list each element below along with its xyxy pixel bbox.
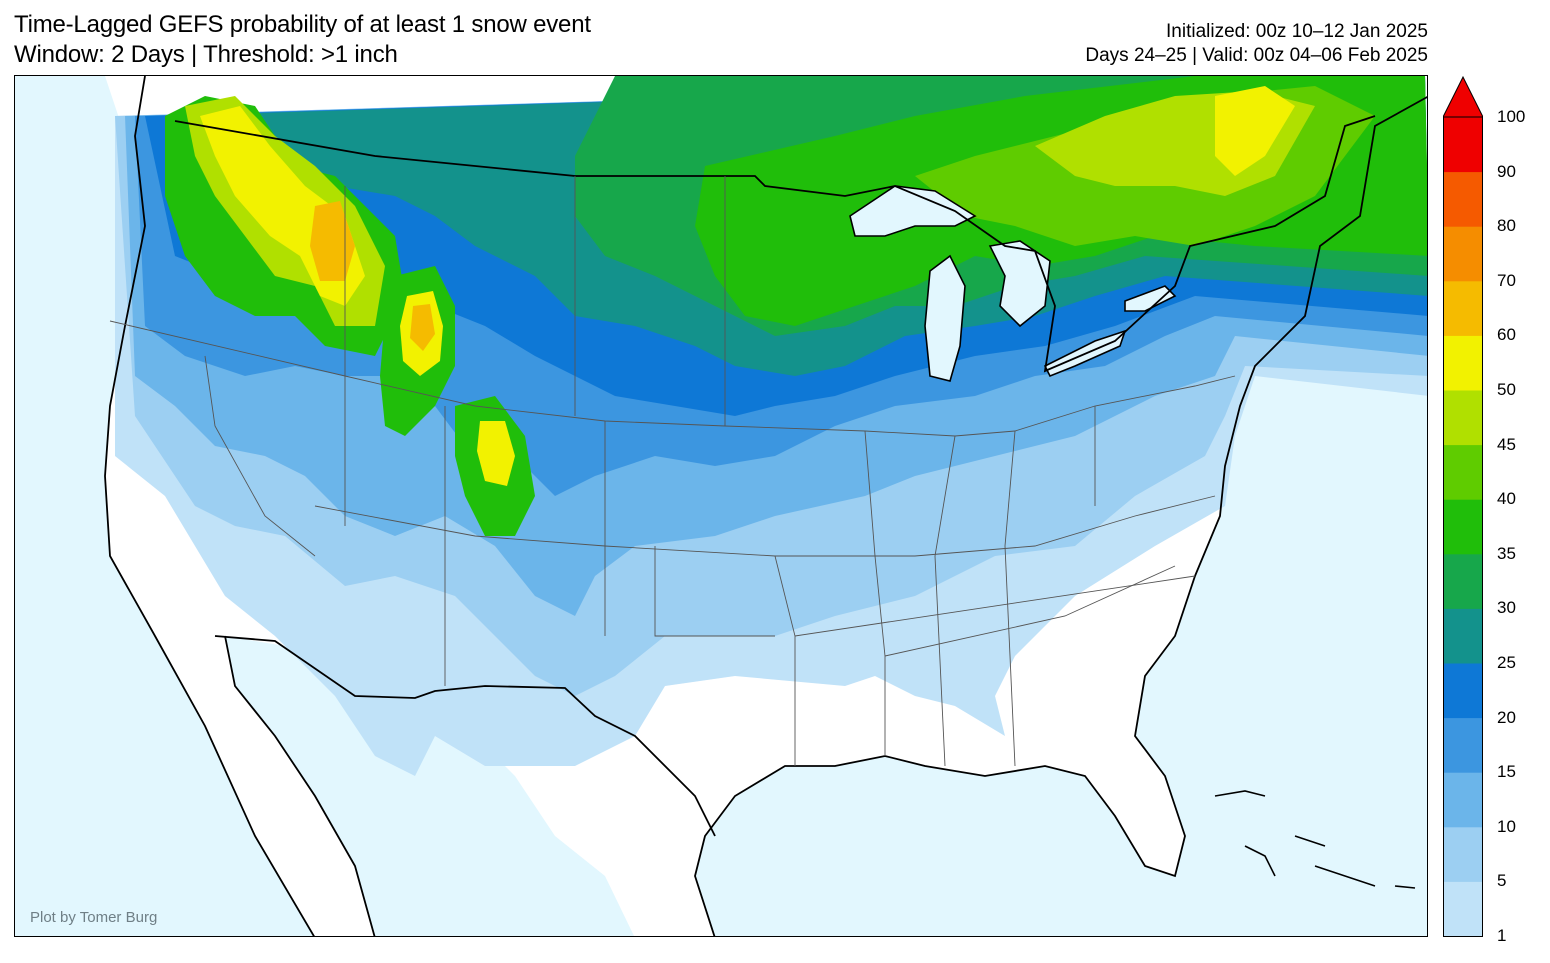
colorbar-tick-label: 90 xyxy=(1497,161,1516,181)
colorbar-swatch xyxy=(1443,171,1483,227)
colorbar-tick-label: 80 xyxy=(1497,216,1516,236)
prob-contour-50 xyxy=(1215,86,1295,176)
colorbar-tick-label: 100 xyxy=(1497,107,1526,126)
coastline xyxy=(104,76,1427,936)
colorbar-swatch xyxy=(1443,499,1483,555)
map-title: Time-Lagged GEFS probability of at least… xyxy=(14,11,591,38)
colorbar-swatch xyxy=(1443,717,1483,773)
colorbar-swatch xyxy=(1443,663,1483,719)
colorbar-tick-label: 20 xyxy=(1497,707,1516,727)
us-canada-border xyxy=(174,115,1376,373)
colorbar-tick-label: 45 xyxy=(1497,434,1516,454)
prob-contour-60-west xyxy=(310,201,355,281)
lake-michigan xyxy=(924,254,966,382)
colorbar-swatch xyxy=(1443,826,1483,882)
colorbar-swatch xyxy=(1443,226,1483,282)
colorbar-tick-label: 10 xyxy=(1497,816,1516,836)
colorbar-tick-label: 60 xyxy=(1497,325,1516,345)
colorbar-tick-label: 35 xyxy=(1497,543,1516,563)
prob-contour-50-utah xyxy=(477,421,515,486)
prob-contour-60-colorado xyxy=(410,304,435,351)
colorbar-swatch xyxy=(1443,280,1483,336)
colorbar-tick-label: 1 xyxy=(1497,926,1507,945)
init-time-label: Initialized: 00z 10–12 Jan 2025 xyxy=(1166,21,1428,42)
colorbar-swatch xyxy=(1443,608,1483,664)
map-subtitle: Window: 2 Days | Threshold: >1 inch xyxy=(14,41,398,68)
colorbar-tick-label: 70 xyxy=(1497,270,1516,290)
colorbar-swatch xyxy=(1443,390,1483,446)
colorbar xyxy=(1443,75,1483,937)
colorbar-swatch xyxy=(1443,444,1483,500)
colorbar-swatch xyxy=(1443,772,1483,828)
lake-huron xyxy=(988,240,1051,328)
map-canvas xyxy=(15,76,1427,936)
colorbar-tick-label: 5 xyxy=(1497,871,1507,891)
us-mexico-border xyxy=(214,635,716,837)
plot-credit: Plot by Tomer Burg xyxy=(30,909,158,926)
valid-time-label: Days 24–25 | Valid: 00z 04–06 Feb 2025 xyxy=(1085,45,1428,66)
colorbar-tick-label: 30 xyxy=(1497,598,1516,618)
colorbar-extend-arrow xyxy=(1443,75,1483,118)
state-boundaries xyxy=(109,176,1236,767)
colorbar-frame xyxy=(1443,116,1483,937)
lake-superior xyxy=(849,185,977,237)
caribbean-islands xyxy=(1214,790,1416,889)
colorbar-swatch xyxy=(1443,553,1483,609)
colorbar-tick-label: 25 xyxy=(1497,653,1516,672)
colorbar-swatch xyxy=(1443,335,1483,391)
lake-ontario xyxy=(1124,285,1177,312)
colorbar-swatch xyxy=(1443,881,1483,937)
colorbar-tick-label: 40 xyxy=(1497,489,1516,509)
colorbar-tick-label: 15 xyxy=(1497,762,1516,782)
colorbar-swatch xyxy=(1443,117,1483,173)
colorbar-tick-label: 50 xyxy=(1497,380,1516,399)
probability-map: Plot by Tomer Burg xyxy=(14,75,1428,937)
